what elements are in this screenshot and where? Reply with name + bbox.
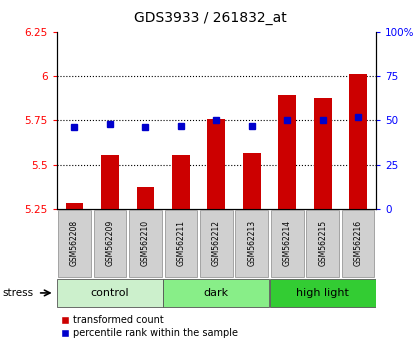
Text: stress: stress bbox=[2, 288, 33, 298]
FancyBboxPatch shape bbox=[129, 210, 162, 276]
FancyBboxPatch shape bbox=[236, 210, 268, 276]
FancyBboxPatch shape bbox=[270, 279, 375, 307]
Bar bbox=[278, 95, 296, 209]
Text: GSM562215: GSM562215 bbox=[318, 220, 327, 267]
Bar bbox=[66, 202, 83, 209]
FancyBboxPatch shape bbox=[163, 279, 269, 307]
Text: GSM562216: GSM562216 bbox=[354, 220, 362, 267]
FancyBboxPatch shape bbox=[271, 210, 304, 276]
Bar bbox=[172, 155, 190, 209]
Bar bbox=[101, 155, 119, 209]
Text: GSM562213: GSM562213 bbox=[247, 220, 256, 267]
Text: GSM562210: GSM562210 bbox=[141, 220, 150, 267]
Text: GDS3933 / 261832_at: GDS3933 / 261832_at bbox=[134, 11, 286, 25]
Bar bbox=[349, 74, 367, 209]
Bar bbox=[136, 187, 154, 209]
Text: GSM562211: GSM562211 bbox=[176, 221, 185, 266]
FancyBboxPatch shape bbox=[200, 210, 233, 276]
Text: dark: dark bbox=[204, 288, 229, 298]
Text: control: control bbox=[91, 288, 129, 298]
FancyBboxPatch shape bbox=[306, 210, 339, 276]
FancyBboxPatch shape bbox=[165, 210, 197, 276]
Text: GSM562209: GSM562209 bbox=[105, 220, 114, 267]
Text: GSM562208: GSM562208 bbox=[70, 220, 79, 267]
Bar bbox=[207, 120, 225, 209]
FancyBboxPatch shape bbox=[342, 210, 375, 276]
Bar bbox=[314, 98, 331, 209]
Bar bbox=[243, 153, 261, 209]
Text: GSM562214: GSM562214 bbox=[283, 220, 292, 267]
FancyBboxPatch shape bbox=[94, 210, 126, 276]
Text: GSM562212: GSM562212 bbox=[212, 221, 221, 266]
Legend: transformed count, percentile rank within the sample: transformed count, percentile rank withi… bbox=[58, 312, 242, 342]
FancyBboxPatch shape bbox=[58, 210, 91, 276]
FancyBboxPatch shape bbox=[57, 279, 163, 307]
Text: high light: high light bbox=[296, 288, 349, 298]
